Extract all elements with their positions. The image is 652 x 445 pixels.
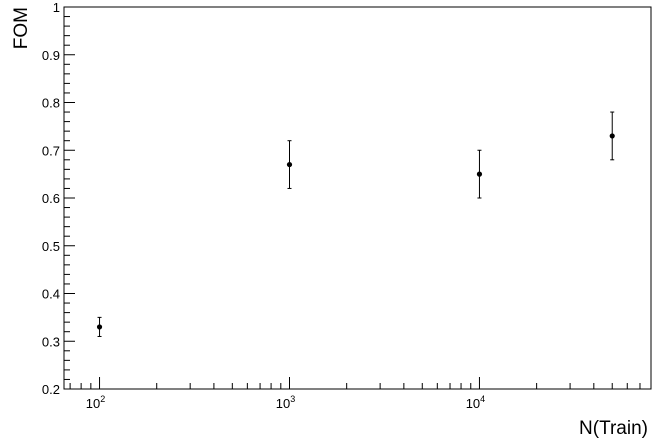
y-axis-ticks: 0.2 0.3 0.4 0.5 0.6 0.7 0.8 0.9 1 [42,0,75,397]
x-axis-ticks: 102 103 104 [69,377,652,411]
y-tick-label: 0.8 [42,96,60,111]
y-tick-label: 0.5 [42,239,60,254]
y-tick-label: 1 [53,0,60,15]
x-tick-label: 104 [466,394,485,411]
data-points [96,111,615,337]
x-tick-label: 103 [276,394,295,411]
x-tick-exponent: 3 [290,394,295,404]
x-axis-title: N(Train) [579,418,648,439]
data-point [96,324,103,330]
y-tick-label: 0.3 [42,334,60,349]
data-point [476,171,483,177]
y-tick-label: 0.9 [42,48,60,63]
x-tick-exponent: 4 [480,394,485,404]
y-tick-label: 0.6 [42,191,60,206]
y-axis-title: FOM [11,7,32,49]
data-point [609,133,615,139]
y-tick-label: 0.2 [42,382,60,397]
data-point [286,161,293,168]
x-tick-base: 10 [86,396,100,411]
x-tick-base: 10 [276,396,290,411]
y-tick-label: 0.4 [42,287,60,302]
x-tick-exponent: 2 [100,394,105,404]
x-tick-base: 10 [466,396,480,411]
y-tick-label: 0.7 [42,143,60,158]
plot-frame [63,6,652,390]
x-tick-label: 102 [86,394,105,411]
